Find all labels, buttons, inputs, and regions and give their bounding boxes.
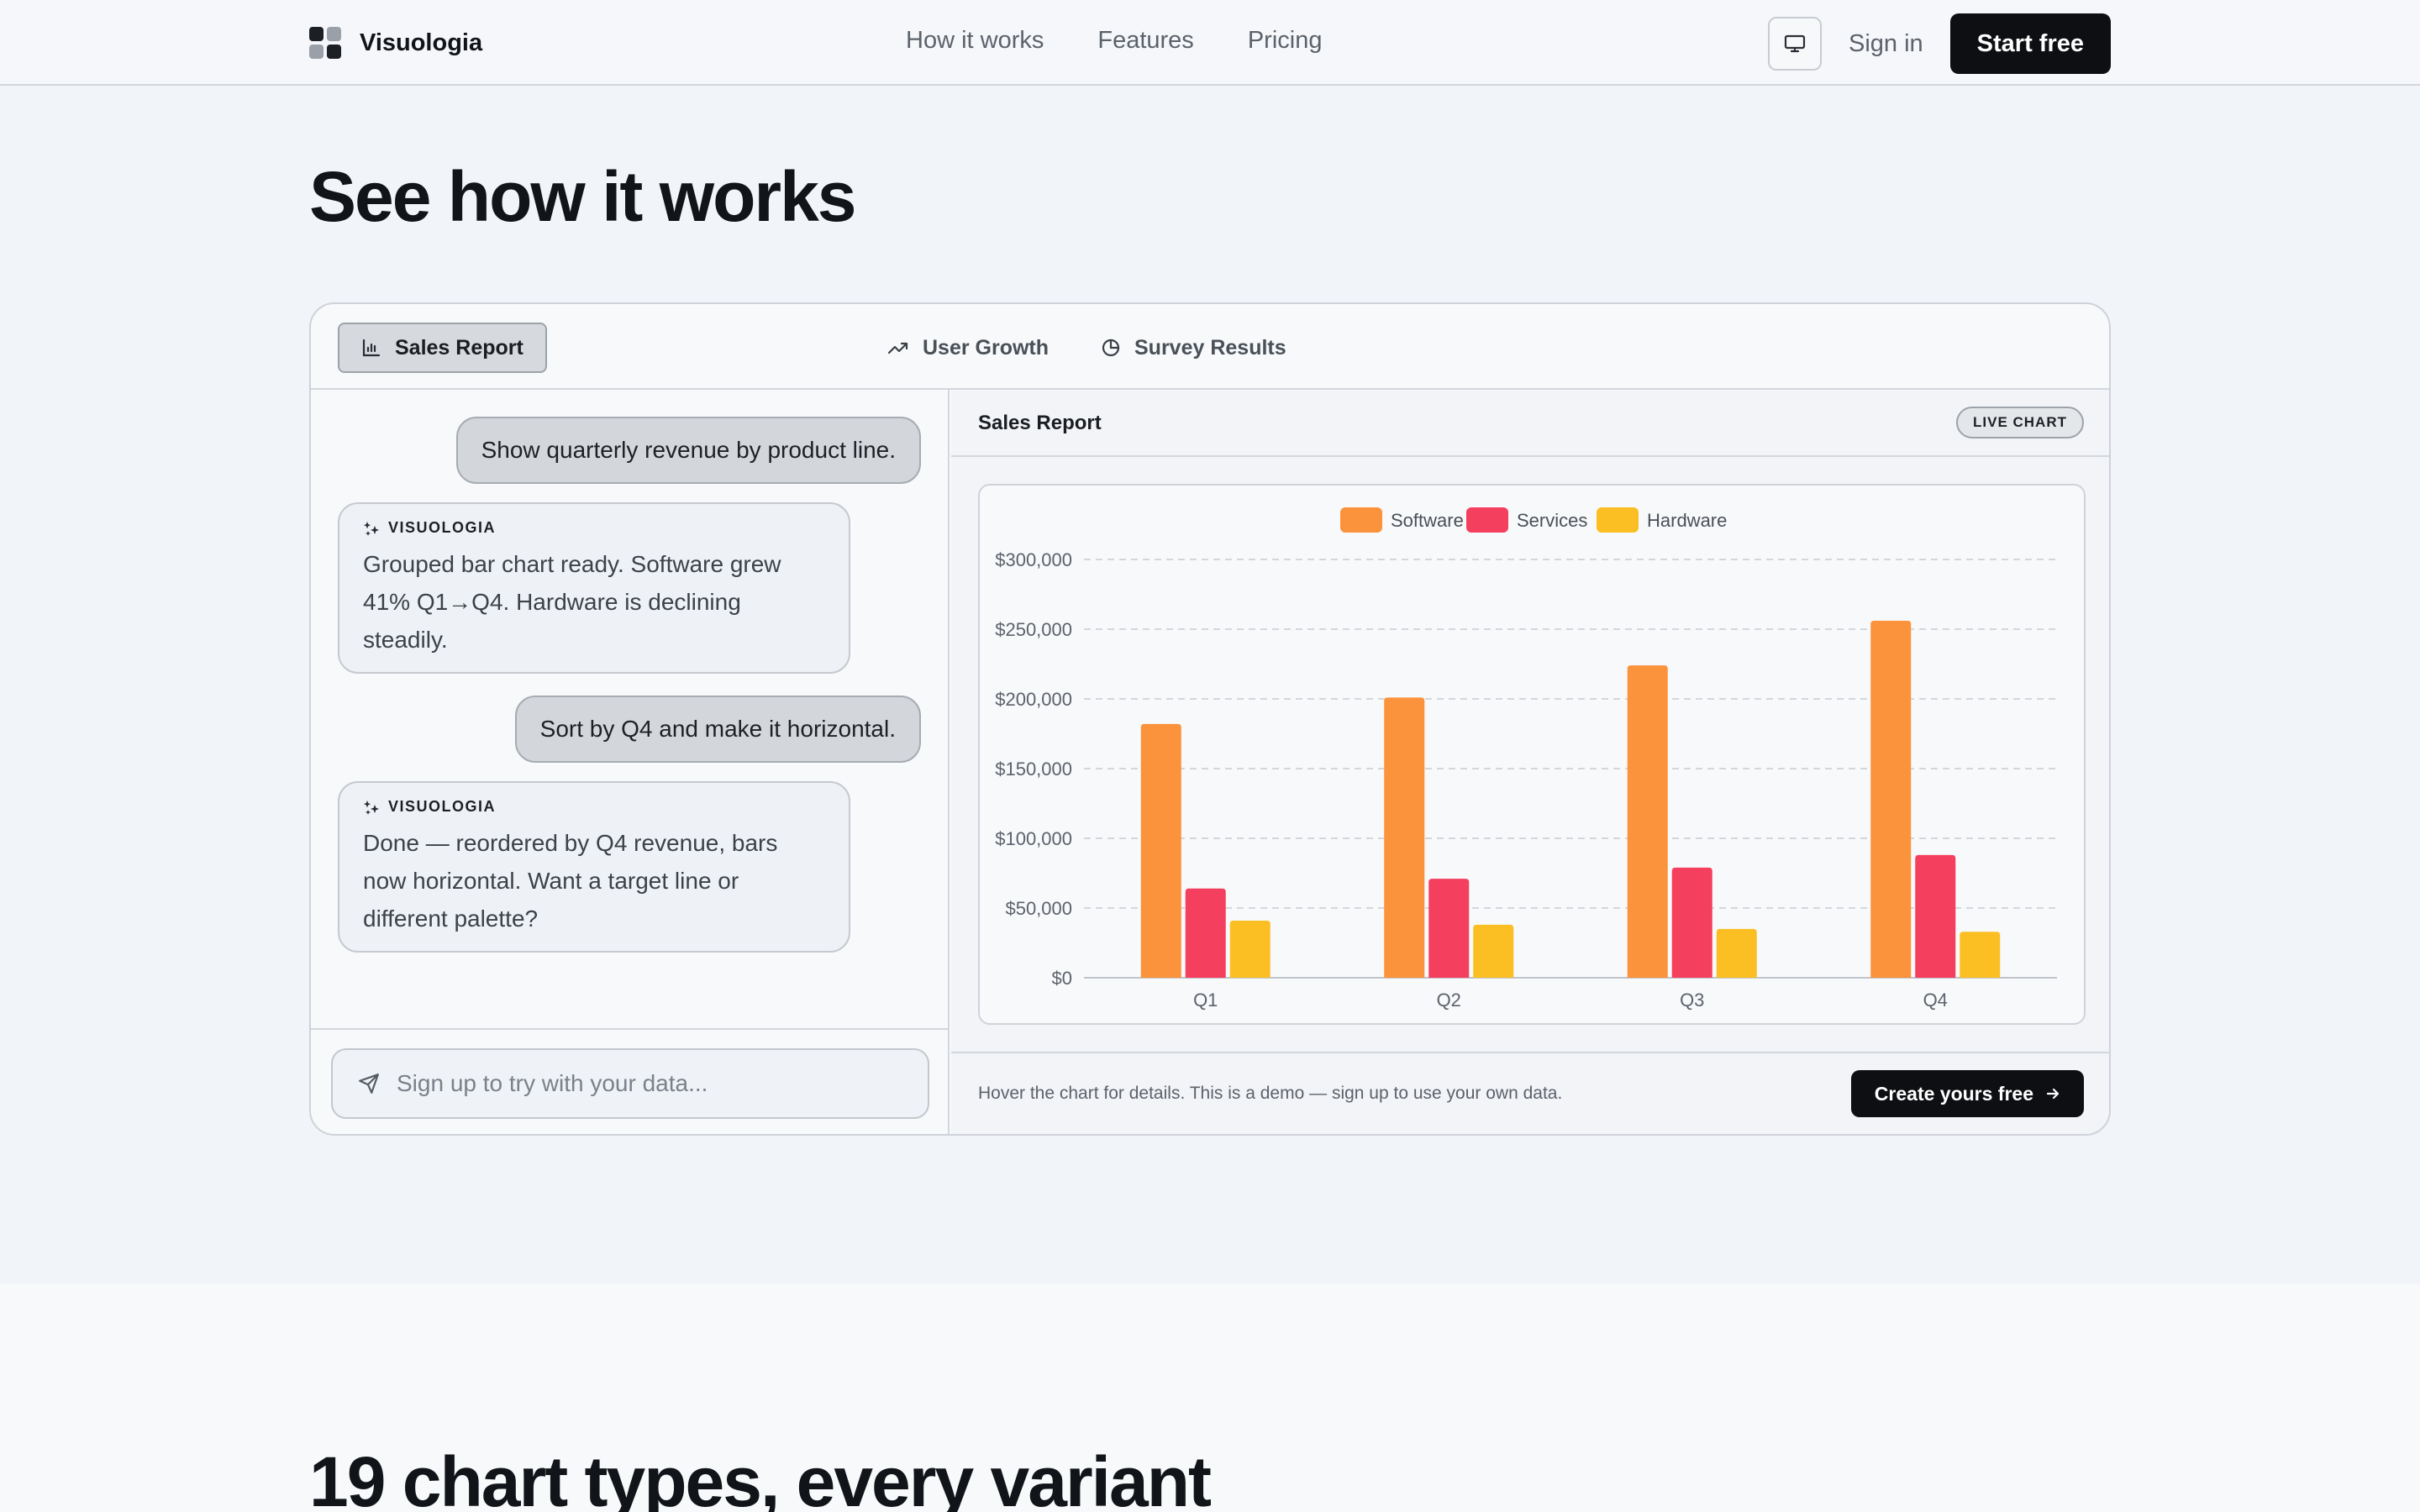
chart-container[interactable]: $0 $50,000 $100,000 $150,000 $200,000 $250,00… — [978, 484, 2086, 1025]
x-tick-label: Q4 — [1923, 990, 1948, 1011]
nav-links: How it works Features Pricing — [906, 27, 1322, 55]
assistant-text-line: now horizontal. Want a target line or — [363, 868, 739, 894]
bar-software-q3 — [1627, 665, 1668, 978]
chat-input-area: Sign up to try with your data... — [311, 1028, 948, 1134]
create-yours-free-button[interactable]: Create yours free — [1850, 1070, 2084, 1117]
x-tick-label: Q2 — [1437, 990, 1461, 1011]
bar-hardware-q3 — [1716, 928, 1757, 978]
start-free-button[interactable]: Start free — [1949, 13, 2111, 74]
assistant-header: VISUOLOGIA — [363, 798, 825, 816]
brand-logo[interactable]: Visuologia — [309, 27, 482, 59]
bar-software-q4 — [1870, 621, 1912, 978]
arrow-right-icon — [2046, 1088, 2060, 1100]
nav-link-pricing[interactable]: Pricing — [1247, 27, 1323, 54]
x-tick-label: Q1 — [1193, 990, 1218, 1011]
logo-icon — [309, 27, 341, 59]
tab-label: User Growth — [923, 335, 1050, 360]
demo-note: Hover the chart for details. This is a d… — [978, 1084, 1563, 1103]
section-title: 19 chart types, every variant — [309, 1442, 1212, 1512]
sign-in-link[interactable]: Sign in — [1849, 29, 1923, 57]
bar-hardware-q4 — [1960, 932, 2001, 978]
brand-name: Visuologia — [360, 29, 483, 56]
demo-tabs: Sales Report User Growth Survey Results — [311, 304, 2109, 390]
bar-hardware-q1 — [1229, 920, 1270, 978]
live-chart-badge: LIVE CHART — [1956, 407, 2084, 438]
legend-label: Software — [1391, 510, 1464, 531]
bar-services-q4 — [1915, 854, 1956, 978]
user-message: Sort by Q4 and make it horizontal. — [514, 696, 921, 763]
page-title: See how it works — [309, 157, 857, 236]
chat-panel: Show quarterly revenue by product line. … — [311, 390, 950, 1134]
tab-user-growth[interactable]: User Growth — [865, 323, 1071, 373]
bar-hardware-q2 — [1473, 924, 1514, 978]
legend-swatch — [1340, 507, 1382, 533]
assistant-header: VISUOLOGIA — [363, 519, 825, 537]
y-tick-label: $50,000 — [1005, 898, 1072, 919]
y-tick-label: $0 — [1052, 968, 1072, 989]
user-message: Show quarterly revenue by product line. — [455, 417, 921, 484]
assistant-message: VISUOLOGIA Done — reordered by Q4 revenu… — [338, 781, 850, 953]
tab-sales-report[interactable]: Sales Report — [338, 323, 547, 373]
bar-services-q1 — [1185, 888, 1226, 978]
assistant-text-line: Grouped bar chart ready. Software grew — [363, 551, 781, 577]
demo-card: Sales Report User Growth Survey Results … — [309, 302, 2111, 1136]
assistant-name: VISUOLOGIA — [388, 798, 497, 815]
y-tick-label: $300,000 — [995, 549, 1072, 570]
nav-link-features[interactable]: Features — [1097, 27, 1194, 54]
bar-software-q1 — [1140, 723, 1181, 978]
pie-chart-icon — [1102, 339, 1120, 357]
chart-panel: Sales Report LIVE CHART $0 $50,000 $100,00… — [951, 390, 2109, 1134]
bar-software-q2 — [1384, 697, 1425, 978]
trend-up-icon — [887, 342, 908, 354]
assistant-name: VISUOLOGIA — [388, 519, 497, 536]
nav-actions: Sign in Start free — [1768, 13, 2111, 74]
create-yours-free-label: Create yours free — [1874, 1082, 2033, 1105]
assistant-text: Done — reordered by Q4 revenue, bars now… — [363, 824, 825, 937]
legend-label: Hardware — [1647, 510, 1727, 531]
top-nav: Visuologia How it works Features Pricing… — [0, 0, 2420, 86]
y-tick-label: $150,000 — [995, 759, 1072, 780]
chat-input-placeholder: Sign up to try with your data... — [397, 1070, 708, 1096]
nav-link-how-it-works[interactable]: How it works — [906, 27, 1044, 54]
y-tick-label: $200,000 — [995, 689, 1072, 710]
bar-chart[interactable]: $0 $50,000 $100,000 $150,000 $200,000 $250,00… — [980, 486, 2084, 1023]
x-tick-label: Q3 — [1680, 990, 1704, 1011]
assistant-text-line: 41% Q1→Q4. Hardware is declining — [363, 589, 741, 615]
assistant-text: Grouped bar chart ready. Software grew 4… — [363, 545, 825, 659]
bar-chart-icon — [362, 339, 381, 357]
assistant-text-line: different palette? — [363, 906, 539, 932]
tab-survey-results[interactable]: Survey Results — [1079, 323, 1308, 373]
assistant-text-line: steadily. — [363, 627, 448, 653]
send-icon — [359, 1074, 379, 1094]
tab-label: Sales Report — [395, 335, 523, 360]
bar-services-q3 — [1671, 867, 1712, 978]
chart-panel-footer: Hover the chart for details. This is a d… — [951, 1052, 2109, 1134]
chart-panel-header: Sales Report LIVE CHART — [951, 390, 2109, 457]
chat-input[interactable]: Sign up to try with your data... — [331, 1048, 929, 1119]
sparkle-icon — [364, 521, 379, 536]
legend-label: Services — [1517, 510, 1587, 531]
bar-services-q2 — [1428, 879, 1470, 978]
tab-label: Survey Results — [1134, 335, 1286, 360]
sparkle-icon — [364, 800, 379, 815]
legend-swatch — [1466, 507, 1508, 533]
y-tick-label: $250,000 — [995, 619, 1072, 640]
legend-swatch — [1597, 507, 1639, 533]
chart-panel-title: Sales Report — [978, 412, 1102, 434]
chart-types-section: 19 chart types, every variant — [0, 1284, 2420, 1512]
theme-toggle-button[interactable] — [1768, 17, 1822, 71]
assistant-text-line: Done — reordered by Q4 revenue, bars — [363, 830, 778, 856]
assistant-message: VISUOLOGIA Grouped bar chart ready. Soft… — [338, 502, 850, 674]
monitor-icon — [1784, 34, 1806, 53]
y-tick-label: $100,000 — [995, 828, 1072, 849]
